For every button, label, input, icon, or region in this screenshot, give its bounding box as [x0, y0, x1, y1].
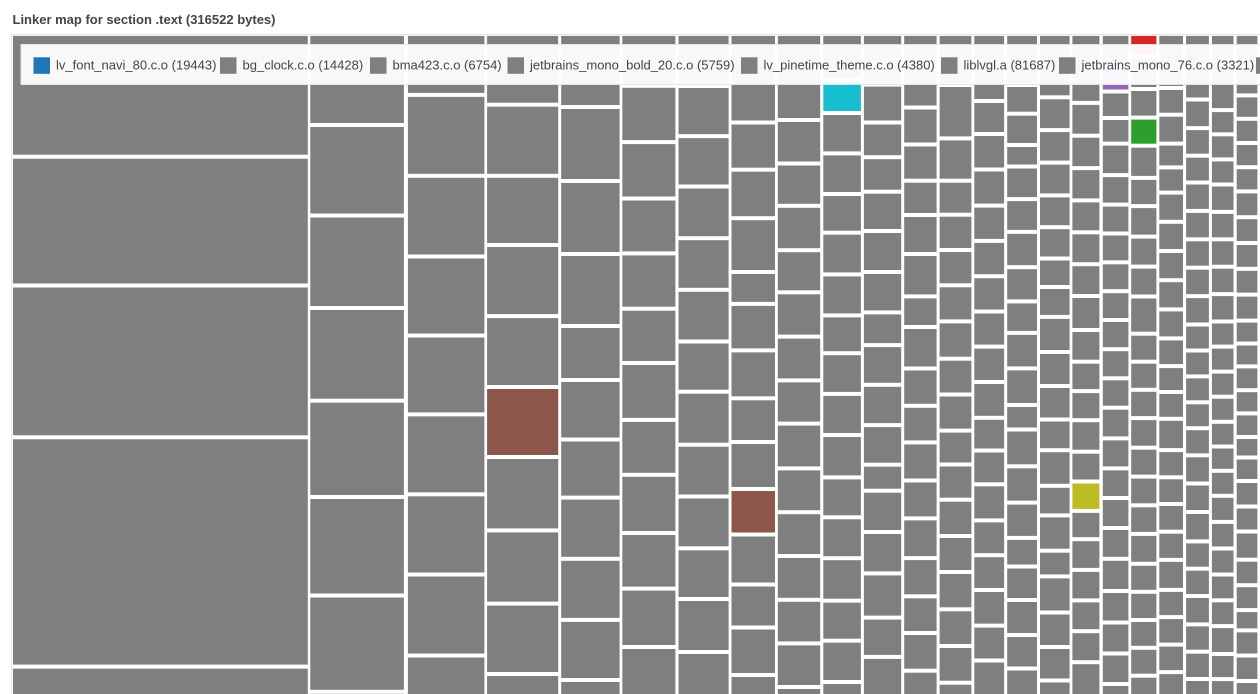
svg-text:jetbrains_mono_bold_20.c.o (57: jetbrains_mono_bold_20.c.o (5759) [529, 58, 735, 73]
svg-text:bg_clock.c.o (14428): bg_clock.c.o (14428) [243, 58, 364, 73]
svg-text:liblvgl.a (81687): liblvgl.a (81687) [964, 58, 1056, 73]
svg-text:lv_pinetime_theme.c.o (4380): lv_pinetime_theme.c.o (4380) [764, 58, 935, 73]
svg-text:lv_font_navi_80.c.o (19443): lv_font_navi_80.c.o (19443) [56, 58, 216, 73]
svg-text:bma423.c.o (6754): bma423.c.o (6754) [393, 58, 502, 73]
svg-text:jetbrains_mono_76.c.o (3321): jetbrains_mono_76.c.o (3321) [1081, 58, 1255, 73]
svg-text:Linker map for section .text (: Linker map for section .text (316522 byt… [13, 12, 276, 27]
